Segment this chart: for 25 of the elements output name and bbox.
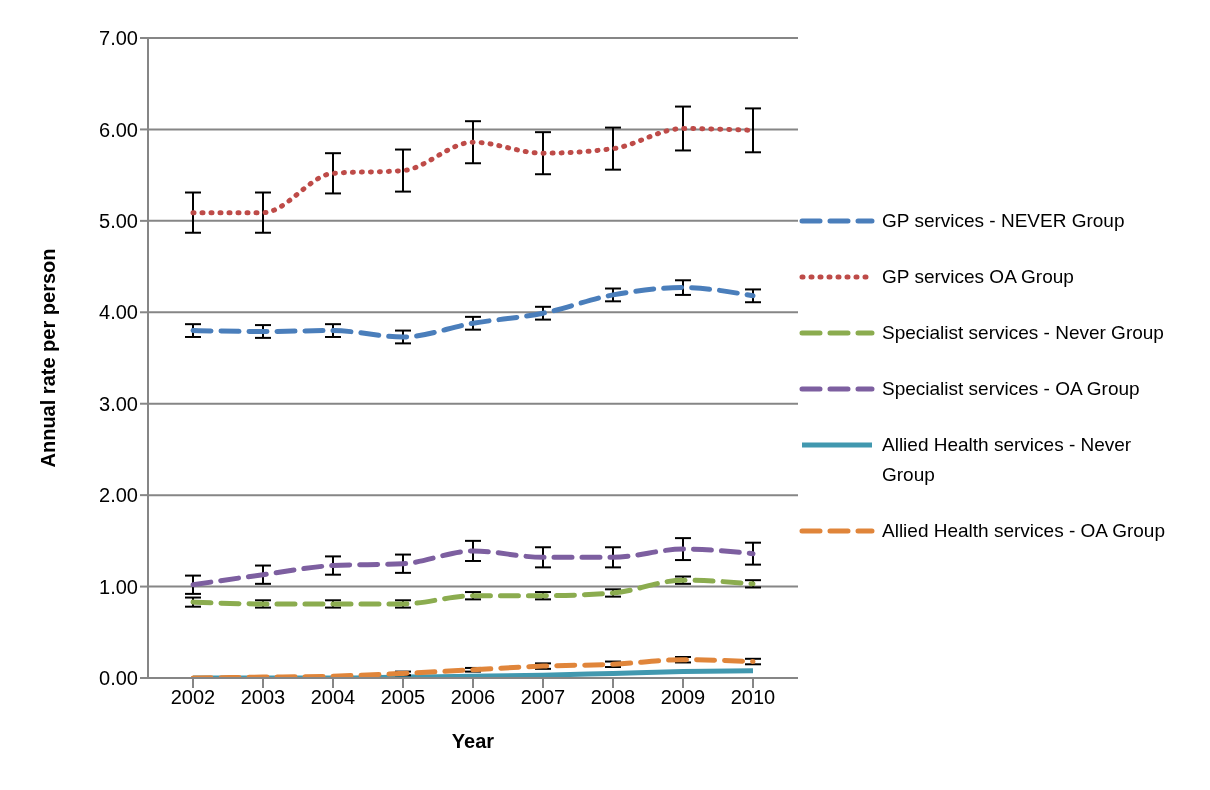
legend-label: GP services - NEVER Group <box>882 209 1126 233</box>
x-tick-label: 2006 <box>450 686 496 709</box>
legend-label: Specialist services - Never Group <box>882 321 1165 345</box>
y-tick-label: 3.00 <box>99 392 138 415</box>
legend-label: GP services OA Group <box>882 265 1075 289</box>
x-axis-title: Year <box>451 730 495 752</box>
x-tick-label: 2004 <box>310 686 356 709</box>
y-tick-label: 4.00 <box>99 301 138 324</box>
legend-label: Specialist services - OA Group <box>882 377 1141 401</box>
legend-label: Allied Health services - Never Group <box>882 433 1133 487</box>
x-tick-label: 2007 <box>520 686 566 709</box>
x-tick-label: 2008 <box>590 686 636 709</box>
y-tick-label: 0.00 <box>99 667 138 690</box>
x-tick-label: 2005 <box>380 686 426 709</box>
x-tick-label: 2002 <box>170 686 216 709</box>
y-tick-label: 7.00 <box>99 27 138 50</box>
y-tick-label: 2.00 <box>99 484 138 507</box>
x-tick-label: 2010 <box>730 686 776 709</box>
x-tick-label: 2003 <box>240 686 286 709</box>
y-tick-label: 5.00 <box>99 209 138 232</box>
y-tick-label: 1.00 <box>99 575 138 598</box>
y-axis-title: Annual rate per person <box>37 248 60 468</box>
legend-label: Allied Health services - OA Group <box>882 519 1166 543</box>
x-tick-label: 2009 <box>660 686 706 709</box>
y-tick-label: 6.00 <box>99 118 138 141</box>
